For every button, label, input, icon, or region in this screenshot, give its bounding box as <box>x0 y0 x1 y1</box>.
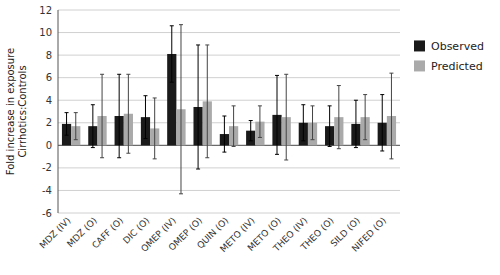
error-bar <box>249 121 253 141</box>
error-bar <box>170 26 174 82</box>
grid-line <box>58 32 400 33</box>
error-bar <box>363 95 367 140</box>
error-bar <box>205 45 209 158</box>
error-bar <box>275 75 279 154</box>
y-tick-label: 4 <box>46 95 52 106</box>
y-axis <box>58 10 59 213</box>
error-bar <box>117 74 121 157</box>
y-tick-label: 10 <box>39 27 52 38</box>
grid-line <box>58 100 400 101</box>
x-tick-label: THEO (O) <box>298 215 335 252</box>
error-bar <box>380 95 384 151</box>
error-bar <box>354 100 358 147</box>
grid-line <box>58 55 400 56</box>
error-bar <box>258 106 262 138</box>
legend-label: Predicted <box>431 60 483 73</box>
y-axis-label: Fold increase in exposureCirrhotics:Cont… <box>5 48 28 175</box>
error-bar <box>65 113 69 136</box>
y-tick-label: 12 <box>39 5 52 16</box>
error-bar <box>311 106 315 140</box>
grid-line <box>58 122 400 123</box>
error-bar <box>232 106 236 147</box>
y-tick-label: 0 <box>46 140 52 151</box>
legend-swatch <box>414 60 425 71</box>
error-bar <box>74 113 78 140</box>
grid <box>58 10 400 213</box>
x-tick-label: NIFED (O) <box>350 215 388 253</box>
error-bar <box>91 105 95 148</box>
grid-line <box>58 167 400 168</box>
y-tick-label: 6 <box>46 72 52 83</box>
chart: -6-4-2024681012MDZ (IV)MDZ (O)CAFF (O)DI… <box>0 0 500 275</box>
grid-line <box>58 77 400 78</box>
y-tick-label: 2 <box>46 117 52 128</box>
error-bar <box>337 86 341 149</box>
legend-label: Observed <box>431 40 484 53</box>
grid-line <box>58 213 400 214</box>
y-tick-label: -2 <box>42 162 52 173</box>
legend-swatch <box>414 40 425 51</box>
error-bar <box>100 74 104 157</box>
grid-line <box>58 190 400 191</box>
error-bar <box>179 25 183 194</box>
grid-line <box>58 10 400 11</box>
y-tick-label: -6 <box>42 208 52 219</box>
error-bar <box>196 45 200 169</box>
y-tick-label: -4 <box>42 185 52 196</box>
error-bar <box>153 98 157 159</box>
error-bar <box>284 74 288 160</box>
y-tick-label: 8 <box>46 50 52 61</box>
error-bar <box>222 116 226 152</box>
error-bar <box>389 73 393 159</box>
error-bar <box>143 96 147 139</box>
legend: Observed Predicted <box>414 40 484 73</box>
error-bar <box>328 106 332 147</box>
error-bar <box>126 74 130 153</box>
x-tick-label: CAFF (O) <box>90 215 125 250</box>
marks <box>62 25 396 194</box>
error-bar <box>301 105 305 141</box>
